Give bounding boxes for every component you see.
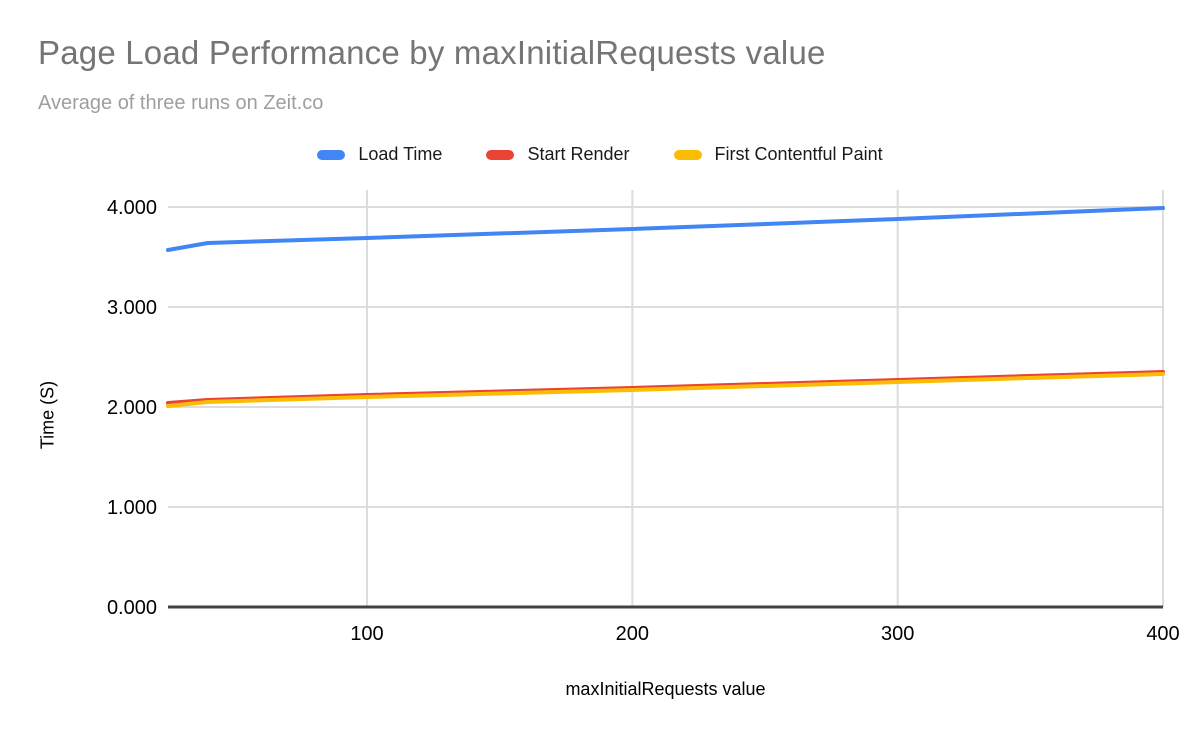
start-render-swatch-icon <box>486 149 515 160</box>
y-tick-label: 4.000 <box>107 197 157 219</box>
y-tick-label: 0.000 <box>107 597 157 619</box>
x-axis-title: maxInitialRequests value <box>565 679 766 699</box>
series-line-load-time <box>166 206 1165 252</box>
y-axis-title: Time (S) <box>37 380 58 450</box>
x-tick-label: 100 <box>350 623 383 645</box>
y-tick-label: 1.000 <box>107 497 157 519</box>
legend-label-start-render: Start Render <box>527 144 630 164</box>
legend-item-start-render: Start Render <box>486 144 630 165</box>
x-tick-label: 200 <box>616 623 649 645</box>
chart-subtitle: Average of three runs on Zeit.co <box>38 92 324 114</box>
first-contentful-paint-swatch-icon <box>673 149 702 160</box>
legend-label-load-time: Load Time <box>358 144 443 164</box>
legend-item-load-time: Load Time <box>317 144 442 165</box>
y-tick-label: 3.000 <box>107 297 157 319</box>
series-line-first-contentful-paint <box>166 372 1165 408</box>
legend-label-first-contentful-paint: First Contentful Paint <box>714 144 883 164</box>
legend: Load Time Start Render First Contentful … <box>0 144 1200 165</box>
x-tick-label: 300 <box>881 623 914 645</box>
y-tick-label: 2.000 <box>107 397 157 419</box>
x-tick-label: 400 <box>1146 623 1179 645</box>
chart-title: Page Load Performance by maxInitialReque… <box>38 34 826 71</box>
load-time-swatch-icon <box>317 149 346 160</box>
legend-item-first-contentful-paint: First Contentful Paint <box>673 144 883 165</box>
